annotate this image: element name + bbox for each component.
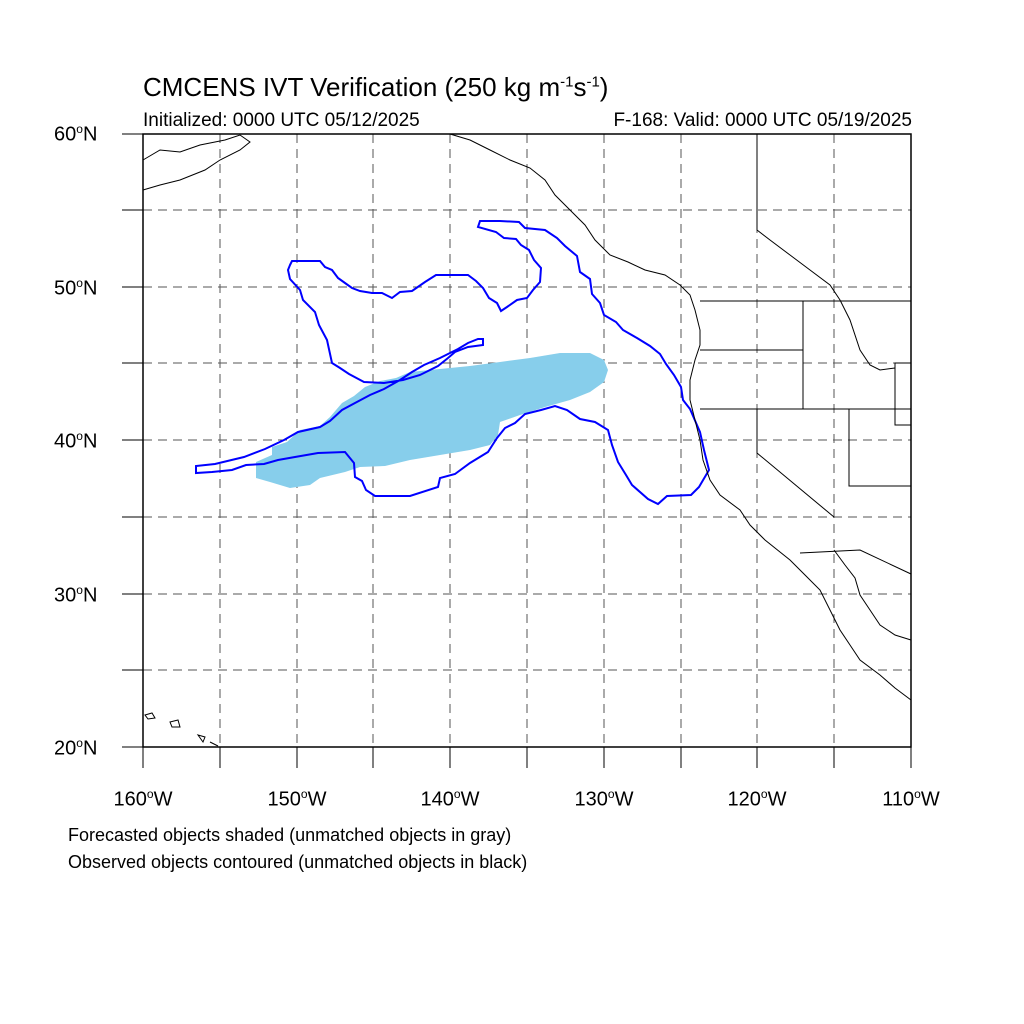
lon-label-130w: 130oW: [574, 787, 634, 811]
hawaii-islands: [144, 712, 219, 747]
lon-label-140w: 140oW: [420, 787, 480, 811]
lat-label-40n: 40oN: [54, 429, 98, 453]
alaska-east: [756, 134, 896, 371]
tick-marks: [122, 133, 912, 768]
bc-alaska-panhandle-coast: [449, 133, 912, 701]
valid-time-label: F-168: Valid: 0000 UTC 05/19/2025: [613, 110, 912, 131]
lon-label-120w: 120oW: [727, 787, 787, 811]
page-title: CMCENS IVT Verification (250 kg m-1s-1): [143, 72, 609, 102]
gridlines: [143, 134, 911, 747]
lat-label-50n: 50oN: [54, 276, 98, 300]
initialized-label: Initialized: 0000 UTC 05/12/2025: [143, 110, 420, 131]
legend-forecast-note: Forecasted objects shaded (unmatched obj…: [68, 825, 512, 845]
lat-label-30n: 30oN: [54, 583, 98, 607]
lon-label-160w: 160oW: [113, 787, 173, 811]
lon-label-110w: 110oW: [882, 787, 940, 811]
coastlines: [142, 133, 912, 747]
lat-label-20n: 20oN: [54, 736, 98, 760]
lat-label-60n: 60oN: [54, 122, 98, 146]
lon-label-150w: 150oW: [267, 787, 327, 811]
observed-object-north: [195, 220, 711, 506]
baja-coast: [833, 549, 912, 641]
legend-observed-note: Observed objects contoured (unmatched ob…: [68, 852, 528, 872]
alaska-coast: [142, 134, 251, 191]
political-borders: [700, 300, 912, 575]
observed-contours: [195, 220, 711, 506]
forecast-object: [256, 353, 608, 488]
